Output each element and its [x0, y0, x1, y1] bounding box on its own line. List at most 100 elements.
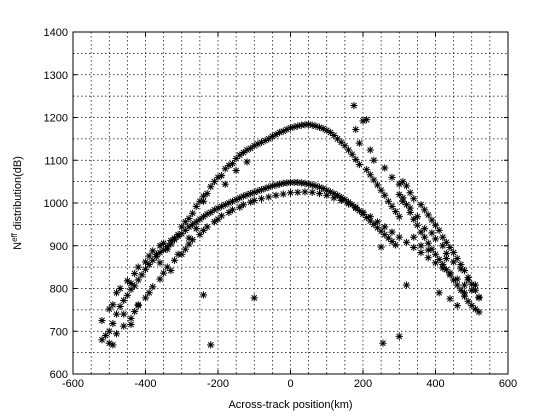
data-point: [308, 188, 316, 196]
data-point: [228, 160, 237, 168]
data-point: [294, 188, 302, 196]
data-point: [431, 221, 440, 229]
data-point: [460, 289, 469, 297]
data-point: [379, 339, 387, 347]
data-point: [199, 291, 208, 299]
data-point: [417, 201, 425, 209]
data-point: [399, 197, 407, 205]
y-tick-label: 600: [50, 369, 68, 381]
data-point: [131, 282, 139, 290]
data-point: [120, 296, 128, 305]
data-point: [417, 248, 425, 257]
data-point: [439, 242, 447, 250]
data-point: [192, 202, 200, 211]
data-point: [315, 189, 324, 198]
data-point: [221, 180, 229, 188]
x-tick-label: -400: [134, 378, 156, 390]
data-point: [185, 234, 193, 242]
y-tick-label: 700: [50, 326, 68, 338]
data-point: [450, 258, 458, 266]
x-axis-label: Across-track position(km): [228, 399, 352, 411]
data-point: [431, 235, 440, 243]
data-point: [265, 135, 273, 143]
data-point: [395, 213, 403, 221]
data-point: [156, 248, 164, 257]
data-point: [192, 225, 200, 233]
data-point: [210, 178, 218, 186]
data-point: [460, 281, 469, 289]
data-point: [381, 164, 389, 172]
data-point: [424, 211, 432, 219]
data-point: [250, 294, 258, 302]
data-point: [170, 256, 179, 264]
data-point: [138, 271, 146, 279]
data-point: [392, 207, 400, 216]
y-tick-label: 1400: [44, 27, 68, 39]
data-point: [395, 180, 403, 188]
data-point: [370, 176, 378, 184]
data-point: [468, 286, 476, 294]
y-axis-label: Neff distribution(dB): [10, 156, 25, 250]
data-point: [243, 158, 251, 166]
data-point: [199, 197, 208, 205]
data-point: [123, 291, 131, 299]
data-point: [475, 294, 483, 302]
data-point: [156, 259, 164, 267]
data-point: [127, 320, 135, 329]
data-point: [413, 213, 421, 221]
data-point: [109, 341, 117, 349]
data-point: [417, 242, 425, 250]
data-point: [406, 189, 414, 197]
data-point: [410, 195, 418, 203]
data-point: [395, 332, 403, 340]
data-point: [359, 208, 367, 217]
data-point: [435, 289, 443, 297]
data-point: [207, 341, 215, 349]
data-point: [435, 255, 443, 264]
data-point: [410, 233, 418, 241]
data-point: [174, 232, 182, 240]
data-point: [236, 203, 244, 211]
data-point: [196, 215, 204, 223]
data-point: [388, 237, 396, 246]
data-point: [457, 286, 465, 294]
data-point: [210, 218, 218, 226]
data-point: [442, 254, 450, 263]
data-point: [163, 243, 171, 251]
data-point: [181, 245, 189, 253]
data-point: [424, 239, 432, 247]
data-point: [207, 208, 215, 217]
data-point: [239, 201, 247, 209]
data-point: [330, 131, 338, 140]
data-point: [174, 250, 182, 258]
data-point: [112, 289, 121, 297]
data-point: [439, 264, 447, 272]
data-point: [453, 302, 461, 310]
y-tick-label: 1200: [44, 113, 68, 125]
data-point: [439, 233, 447, 241]
x-tick-label: 400: [426, 378, 444, 390]
data-point: [352, 204, 360, 212]
data-point: [199, 192, 208, 200]
data-point: [109, 319, 117, 328]
data-point: [366, 171, 374, 179]
data-point: [218, 212, 226, 220]
data-point: [442, 238, 450, 246]
data-point: [431, 250, 440, 258]
data-point: [120, 322, 128, 330]
data-point: [189, 209, 197, 217]
data-point: [421, 206, 429, 214]
data-point: [232, 166, 240, 175]
data-point: [402, 281, 411, 289]
data-point: [424, 254, 432, 262]
x-tick-label: 600: [499, 378, 517, 390]
data-point: [123, 277, 131, 285]
data-point: [464, 276, 472, 284]
data-point: [116, 302, 124, 311]
data-point: [120, 310, 128, 318]
data-point: [112, 330, 121, 338]
data-point: [435, 226, 443, 234]
data-point: [406, 204, 414, 212]
data-point: [355, 139, 363, 147]
data-point: [301, 188, 309, 196]
